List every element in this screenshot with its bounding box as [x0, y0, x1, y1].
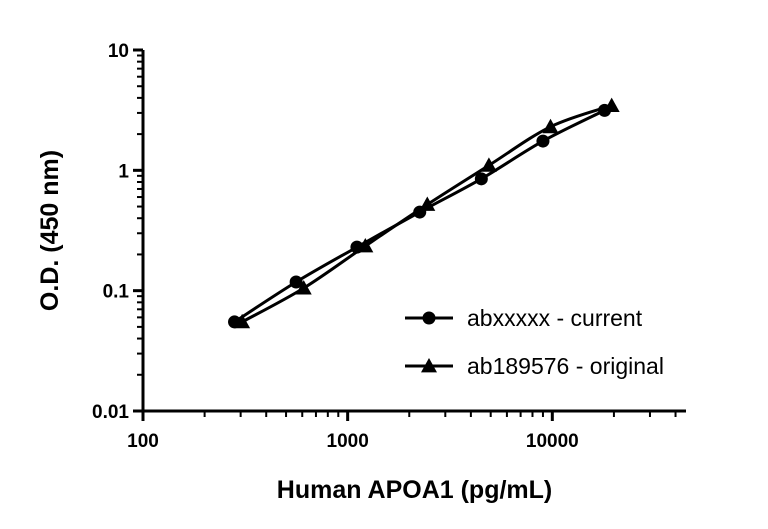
series-layer: [228, 97, 620, 329]
y-axis-title: O.D. (450 nm): [36, 150, 64, 311]
data-point-triangle: [234, 313, 251, 329]
legend-label: ab189576 - original: [467, 353, 664, 379]
legend: abxxxxx - current ab189576 - original: [405, 305, 664, 379]
legend-label: abxxxxx - current: [467, 305, 643, 331]
x-ticks: 100 1000 10000: [127, 411, 677, 452]
axes: [141, 50, 686, 413]
series-2: [234, 97, 620, 329]
y-tick-label: 0.1: [103, 282, 130, 303]
data-point-circle: [536, 134, 550, 148]
series-1: [228, 103, 612, 329]
data-point-triangle: [480, 157, 497, 172]
data-point-circle: [289, 275, 303, 289]
legend-marker: [421, 358, 437, 373]
legend-item: ab189576 - original: [405, 353, 664, 379]
data-point-triangle: [603, 97, 620, 113]
data-point-triangle: [295, 280, 312, 295]
y-tick-label: 10: [108, 41, 129, 62]
data-point-triangle: [419, 196, 436, 211]
y-tick-label: 0.01: [92, 402, 129, 423]
y-tick-label: 1: [118, 161, 129, 182]
x-tick-label: 10000: [526, 431, 579, 452]
legend-marker: [422, 311, 436, 325]
data-point-triangle: [542, 118, 559, 134]
legend-item: abxxxxx - current: [405, 305, 643, 331]
series-line: [241, 104, 613, 324]
x-axis-title: Human APOA1 (pg/mL): [277, 476, 552, 504]
data-point-circle: [474, 172, 488, 186]
data-point-triangle: [357, 238, 374, 253]
y-ticks: 0.01 0.1 1 10: [92, 41, 143, 423]
x-tick-label: 1000: [327, 431, 369, 452]
x-tick-label: 100: [127, 431, 159, 452]
